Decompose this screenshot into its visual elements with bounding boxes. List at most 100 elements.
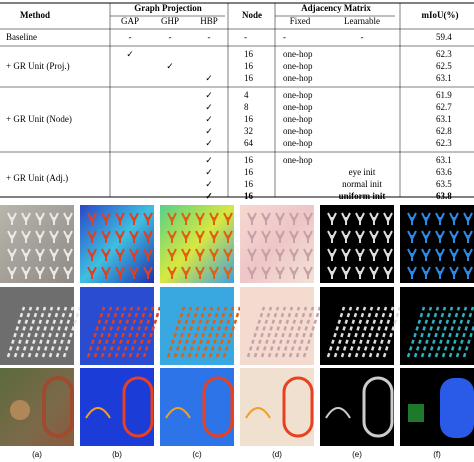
plane-shape: [275, 212, 285, 225]
plane-shape: [449, 266, 459, 279]
plane-shape: [209, 248, 219, 261]
car-stripe: [253, 306, 273, 358]
car-stripe: [375, 306, 395, 358]
panel-label: (c): [192, 450, 202, 459]
car-stripe: [128, 306, 148, 358]
plane-shape: [63, 266, 73, 279]
image-panel: [320, 287, 394, 365]
plane-shape: [101, 212, 111, 225]
plane-shape: [449, 230, 459, 243]
cell-node: -: [244, 32, 247, 42]
panel-label: (e): [352, 450, 362, 459]
cell-node: 16: [244, 114, 254, 124]
car-stripe: [135, 306, 155, 358]
car-stripe: [114, 306, 134, 358]
plane-shape: [167, 266, 177, 279]
car-stripe: [326, 306, 346, 358]
plane-shape: [35, 230, 45, 243]
plane-shape: [7, 266, 17, 279]
header-hbp: HBP: [200, 16, 218, 26]
cell-fixed: one-hop: [283, 73, 313, 83]
cell-gap: ✓: [126, 49, 134, 59]
plane-shape: [35, 248, 45, 261]
car-stripe: [13, 306, 33, 358]
field: [325, 407, 351, 419]
header-adjacency: Adjacency Matrix: [301, 3, 371, 13]
plane-shape: [143, 230, 153, 243]
cell-miou: 62.8: [436, 126, 452, 136]
car-stripe: [208, 306, 228, 358]
plane-shape: [129, 212, 139, 225]
panel-label: (d): [272, 450, 282, 459]
car-stripe: [55, 306, 75, 358]
plane-shape: [223, 266, 233, 279]
car-stripe: [187, 306, 207, 358]
car-stripe: [368, 306, 388, 358]
plane-shape: [21, 248, 31, 261]
car-stripe: [427, 306, 447, 358]
plane-shape: [7, 212, 17, 225]
field: [85, 407, 111, 419]
cell-miou: 63.6: [436, 167, 452, 177]
plane-shape: [261, 266, 271, 279]
car-stripe: [246, 306, 266, 358]
car-stripe: [62, 306, 82, 358]
plane-shape: [209, 212, 219, 225]
plane-shape: [129, 230, 139, 243]
car-stripe: [448, 306, 468, 358]
cell-hbp: ✓: [205, 155, 213, 165]
cell-hbp: -: [208, 32, 211, 42]
cell-miou: 62.7: [436, 102, 452, 112]
cell-learnable: uniform init: [339, 191, 386, 201]
plane-shape: [275, 248, 285, 261]
plane-shape: [383, 230, 393, 243]
plane-shape: [435, 212, 445, 225]
plane-shape: [275, 266, 285, 279]
car-stripe: [41, 306, 61, 358]
plane-shape: [435, 230, 445, 243]
plane-shape: [209, 266, 219, 279]
plane-shape: [463, 230, 473, 243]
car-stripe: [166, 306, 186, 358]
plane-shape: [247, 248, 257, 261]
plane-shape: [181, 248, 191, 261]
plane-shape: [7, 230, 17, 243]
image-grid: (a) (b) (c) (d) (e) (f): [0, 205, 474, 459]
cell-fixed: one-hop: [283, 138, 313, 148]
plane-shape: [261, 212, 271, 225]
cell-fixed: one-hop: [283, 61, 313, 71]
plane-shape: [303, 266, 313, 279]
cell-node: 16: [244, 73, 254, 83]
plane-shape: [247, 230, 257, 243]
cell-fixed: one-hop: [283, 155, 313, 165]
plane-shape: [167, 248, 177, 261]
plane-shape: [421, 230, 431, 243]
plane-shape: [369, 248, 379, 261]
image-panel: [160, 368, 234, 446]
plane-shape: [49, 266, 59, 279]
cell-miou: 62.3: [436, 49, 452, 59]
cell-hbp: ✓: [205, 114, 213, 124]
cell-node: 8: [244, 102, 249, 112]
cell-miou: 59.4: [436, 32, 452, 42]
plane-shape: [101, 248, 111, 261]
car-stripe: [107, 306, 127, 358]
plane-shape: [261, 230, 271, 243]
plane-shape: [167, 212, 177, 225]
plane-shape: [303, 248, 313, 261]
region: [440, 378, 474, 438]
cell-node: 32: [244, 126, 253, 136]
plane-shape: [223, 212, 233, 225]
car-stripe: [48, 306, 68, 358]
cell-node: 16: [244, 155, 254, 165]
header-miou: mIoU(%): [422, 10, 459, 20]
header-fixed: Fixed: [290, 16, 311, 26]
cell-learnable: eye init: [349, 167, 376, 177]
car-stripe: [93, 306, 113, 358]
plane-shape: [49, 230, 59, 243]
plane-shape: [355, 212, 365, 225]
plane-shape: [143, 212, 153, 225]
plane-shape: [195, 230, 205, 243]
